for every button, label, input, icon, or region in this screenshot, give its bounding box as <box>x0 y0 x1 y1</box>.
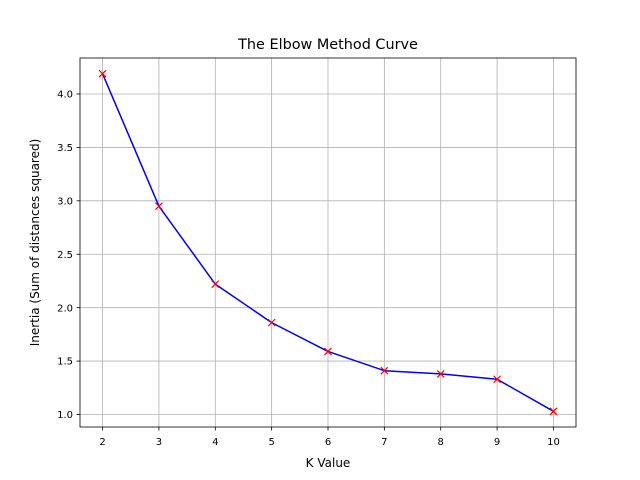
x-axis-label: K Value <box>306 456 351 470</box>
y-tick-label: 4.0 <box>57 90 73 101</box>
x-tick-label: 7 <box>381 437 387 448</box>
x-tick-label: 8 <box>438 437 444 448</box>
x-tick-label: 2 <box>99 437 105 448</box>
data-point-marker <box>493 375 502 384</box>
x-tick-label: 9 <box>494 437 500 448</box>
grid <box>80 58 576 427</box>
data-point-marker <box>324 347 332 356</box>
data-point-marker <box>267 318 276 327</box>
data-point-marker <box>211 280 220 289</box>
x-tick-label: 10 <box>547 437 560 448</box>
y-tick-label: 3.5 <box>57 143 73 154</box>
y-tick-label: 1.5 <box>57 357 73 368</box>
y-tick-label: 1.0 <box>57 410 73 421</box>
x-tick-label: 3 <box>156 437 162 448</box>
y-axis-label: Inertia (Sum of distances squared) <box>28 139 42 347</box>
y-tick-label: 3.0 <box>57 196 73 207</box>
y-tick-label: 2.0 <box>57 303 73 314</box>
x-tick-label: 5 <box>268 437 274 448</box>
x-tick-label: 4 <box>212 437 218 448</box>
chart-title: The Elbow Method Curve <box>237 37 418 53</box>
data-point-marker <box>549 407 558 416</box>
ticks: 2 3 4 5 6 7 8 9 10 1.0 1.5 2.0 2.5 3.0 3.5 4.0 <box>57 90 560 448</box>
data-point-marker <box>380 366 389 375</box>
y-tick-label: 2.5 <box>57 250 73 261</box>
x-tick-label: 6 <box>325 437 331 448</box>
data-point-marker <box>436 369 445 378</box>
data-point-marker <box>98 69 107 78</box>
series-group <box>98 69 558 416</box>
data-point-marker <box>154 202 163 211</box>
